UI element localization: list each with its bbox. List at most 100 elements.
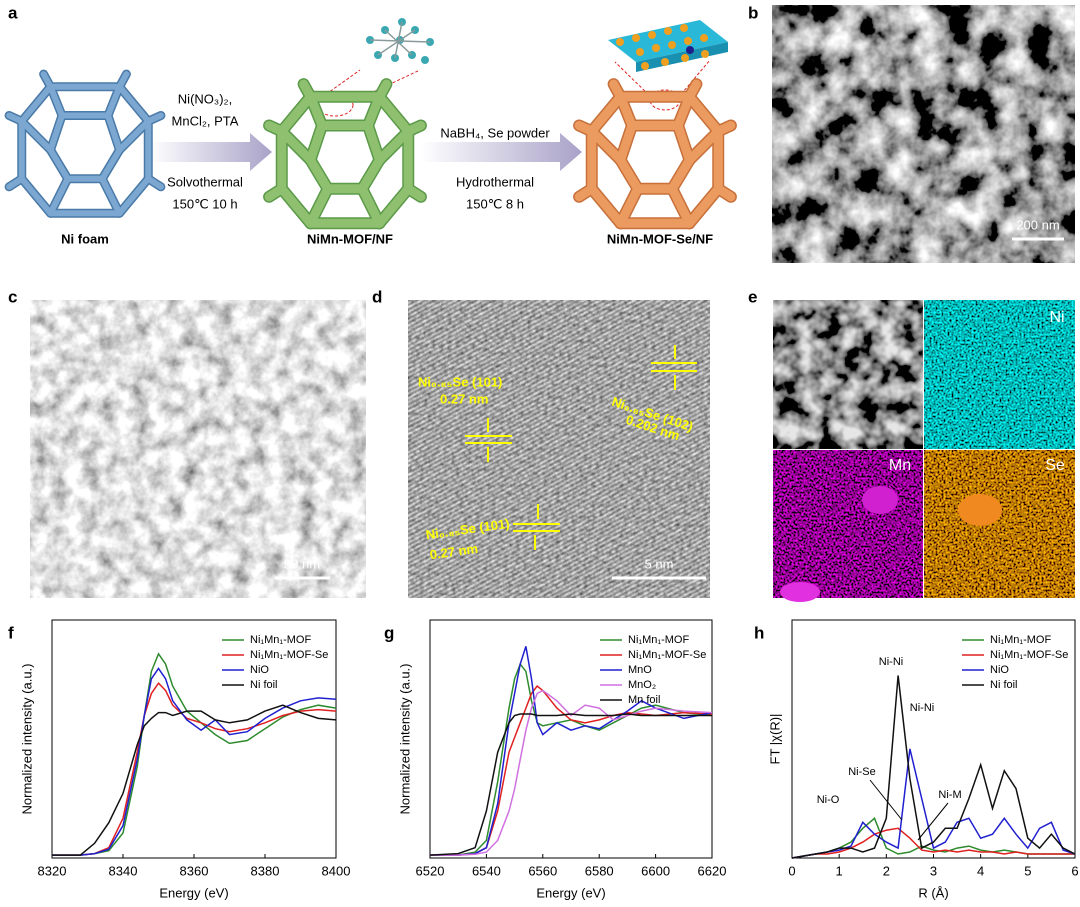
foam-strut — [574, 121, 597, 136]
x-tick-label: 8380 — [251, 863, 280, 878]
foam-strut — [667, 184, 694, 228]
x-axis-title: Energy (eV) — [159, 885, 228, 900]
material-name: Ni foam — [61, 231, 109, 246]
condition: Hydrothermal — [456, 174, 534, 189]
foam-strut — [105, 83, 123, 119]
foam-strut — [145, 112, 164, 125]
condition: Solvothermal — [167, 174, 243, 189]
series-line — [791, 827, 1075, 859]
panel-label: c — [8, 287, 17, 306]
x-tick-label: 6600 — [641, 863, 670, 878]
foam — [263, 78, 427, 230]
series-line — [52, 652, 337, 856]
foam-strut — [616, 121, 637, 165]
sem-image — [772, 5, 1075, 263]
material-name: NiMn-MOF-Se/NF — [607, 231, 713, 246]
process-arrow — [420, 133, 582, 171]
legend-label: Mn foil — [628, 694, 660, 706]
series-line — [430, 689, 713, 856]
foam-strut — [403, 121, 426, 136]
series-line — [791, 748, 1076, 859]
process-arrow — [150, 133, 272, 171]
foam-strut — [47, 147, 71, 182]
foam — [4, 69, 166, 218]
legend-label: Ni foil — [990, 679, 1018, 691]
x-tick-label: 8400 — [322, 863, 351, 878]
hrtem-label: 0.27 nm — [440, 391, 488, 406]
y-axis-title: Normalized intensity (a.u.) — [397, 664, 412, 815]
annotation-arrow — [869, 779, 903, 821]
foam-strut — [616, 184, 643, 228]
legend-label: Ni₁Mn₁-MOF-Se — [990, 649, 1068, 661]
foam-strut — [40, 71, 54, 90]
reagent: NaBH₄, Se powder — [440, 125, 550, 140]
x-tick-label: 6620 — [698, 863, 727, 878]
panel-label: h — [754, 623, 764, 642]
foam-strut — [685, 126, 723, 165]
foam-strut — [306, 121, 327, 165]
panel-label: b — [748, 3, 758, 22]
x-tick-label: 6520 — [416, 863, 445, 878]
element-label: Se — [1045, 457, 1065, 474]
legend-label: NiO — [250, 664, 269, 676]
foam-strut — [116, 175, 152, 217]
foam-strut — [306, 92, 327, 130]
mn-cluster — [862, 486, 898, 514]
ni-map — [924, 300, 1075, 449]
x-axis-title: Energy (eV) — [536, 885, 605, 900]
foam-strut — [6, 112, 25, 125]
foam-strut — [673, 121, 694, 165]
annotation-arrow — [917, 802, 949, 841]
x-tick-label: 6 — [1071, 863, 1078, 878]
series-line — [430, 685, 713, 856]
mn-cluster — [780, 582, 820, 602]
x-tick-label: 8360 — [180, 863, 209, 878]
foam-strut — [685, 79, 701, 102]
annotation: Ni-Ni — [879, 656, 903, 668]
foam-strut — [264, 121, 287, 136]
legend-label: Ni₁Mn₁-MOF — [628, 634, 689, 646]
reagent: Ni(NO₃)₂, — [178, 91, 232, 106]
foam-strut — [116, 118, 152, 153]
legend-label: Ni₁Mn₁-MOF — [250, 634, 311, 646]
foam-strut — [18, 175, 54, 217]
fringe-markers — [465, 345, 697, 550]
foam-strut — [609, 79, 625, 102]
x-axis-title: R (Å) — [918, 885, 948, 900]
series-line — [430, 646, 713, 856]
foam-strut — [47, 83, 65, 119]
scale-bar-label: 200 nm — [1016, 217, 1059, 232]
foam-strut — [587, 126, 625, 165]
foam-strut — [116, 71, 130, 90]
legend-label: Ni₁Mn₁-MOF-Se — [628, 649, 706, 661]
panel-label: a — [8, 3, 18, 22]
foam-strut — [299, 79, 315, 102]
annotation: Ni-Se — [848, 766, 876, 778]
plot-frame — [429, 619, 713, 859]
x-tick-label: 6540 — [472, 863, 501, 878]
panel-label: g — [384, 623, 394, 642]
element-label: Mn — [889, 457, 911, 474]
foam-strut — [99, 175, 123, 217]
x-tick-label: 6580 — [585, 863, 614, 878]
foam-strut — [145, 175, 164, 190]
scale-bar-label: 5 nm — [645, 556, 674, 571]
legend-label: Ni₁Mn₁-MOF — [990, 634, 1051, 646]
x-tick-label: 5 — [1024, 863, 1031, 878]
foam-strut — [277, 92, 315, 136]
series-line — [791, 675, 1076, 859]
series-line — [52, 667, 337, 856]
foam-strut — [587, 184, 625, 228]
x-tick-label: 3 — [930, 863, 937, 878]
y-axis-title: FT |χ(R)| — [767, 714, 782, 765]
x-tick-label: 1 — [836, 863, 843, 878]
foam-strut — [403, 184, 426, 202]
foam-strut — [18, 83, 54, 125]
scale-bar-label: 50 nm — [284, 556, 320, 571]
se-inset — [608, 20, 728, 111]
material-name: NiMn-MOF/NF — [307, 231, 393, 246]
foam-strut — [574, 184, 597, 202]
se-cluster — [958, 494, 1002, 526]
foam-strut — [685, 184, 723, 228]
y-axis-title: Normalized intensity (a.u.) — [19, 664, 34, 815]
